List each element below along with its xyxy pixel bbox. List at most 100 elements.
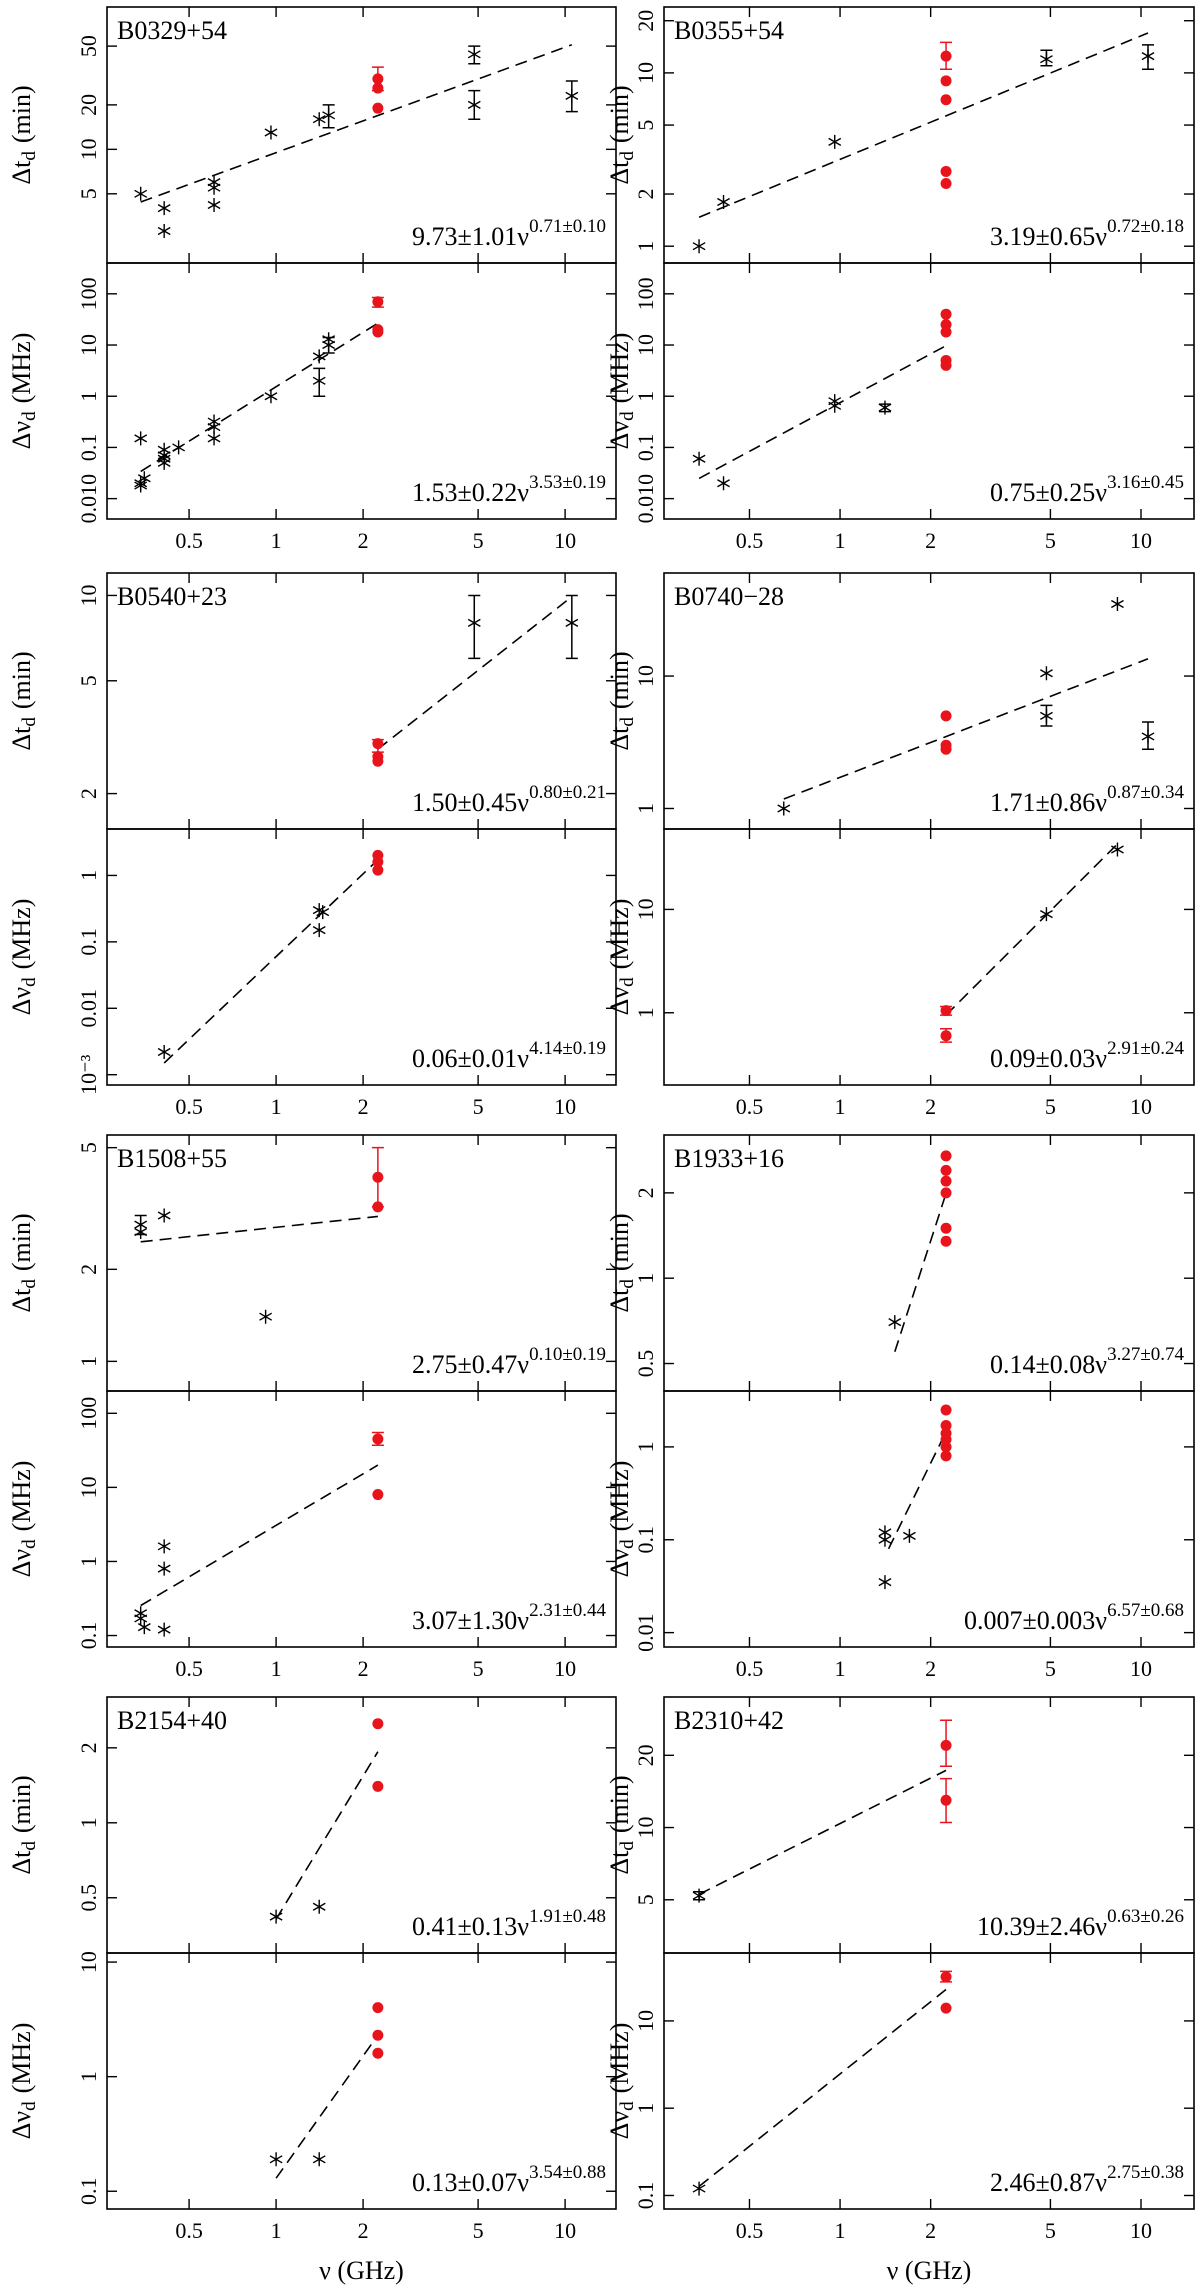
fit-annotation-exponent: 4.14±0.19 [529,1038,606,1059]
y-axis-label-main: Δt [605,1288,634,1313]
data-point [940,2002,952,2014]
y-axis-label-sub: d [617,2101,638,2111]
fit-line [140,44,573,203]
x-tick-label: 10 [1130,528,1152,553]
y-axis-label: Δνd (MHz) [605,1461,638,1578]
data-point [940,743,952,755]
fit-annotation: 0.75±0.25ν3.16±0.45 [990,472,1184,507]
y-tick-label: 0.5 [633,1350,658,1378]
data-point [940,1222,952,1234]
y-tick-label: 10 [633,62,658,84]
x-tick-label: 10 [554,528,576,553]
y-tick-label: 100 [633,277,658,310]
data-point [264,125,278,140]
y-axis-label: Δνd (MHz) [7,1461,40,1578]
data-point [134,1224,148,1239]
x-tick-label: 10 [1130,1656,1152,1681]
y-tick-label: 1 [633,1273,658,1284]
y-tick-label: 10 [76,1951,101,1973]
y-tick-label: 50 [76,35,101,57]
y-axis-label-main: Δν [605,1549,634,1578]
y-axis-label-main: Δν [7,421,36,450]
x-tick-label: 2 [358,2218,369,2243]
fit-annotation-base: 2.46±0.87ν [990,2168,1107,2197]
data-point [940,1030,952,1042]
y-axis-label: Δtd (min) [605,1775,638,1874]
y-axis-label: Δtd (min) [605,651,638,750]
y-tick-label: 5 [633,1894,658,1905]
data-point [372,102,384,114]
data-point [137,1620,151,1635]
y-tick-label: 1 [76,1817,101,1828]
y-axis-label-unit: (min) [605,85,634,143]
y-tick-label: 10 [633,2010,658,2032]
y-tick-label: 0.010 [76,474,101,524]
x-tick-label: 1 [271,528,282,553]
data-point [777,801,791,816]
y-tick-label: 0.5 [76,1884,101,1912]
data-point [259,1309,273,1324]
data-point [565,88,579,103]
fit-annotation-exponent: 3.54±0.88 [529,2162,606,2183]
x-tick-label: 5 [1045,1094,1056,1119]
fit-annotation-base: 0.007±0.003ν [964,1606,1107,1635]
data-point [940,1739,952,1751]
data-point [940,1794,952,1806]
panel-frame [106,828,617,1086]
fit-annotation-base: 0.41±0.13ν [412,1912,529,1941]
fit-annotation: 0.41±0.13ν1.91±0.48 [412,1906,606,1941]
y-axis-label-unit: (min) [7,85,36,143]
y-axis-label-sub: d [19,1841,40,1851]
y-tick-label: 10 [76,138,101,160]
fit-annotation-exponent: 0.71±0.10 [529,216,606,237]
y-axis-label-unit: (min) [605,1775,634,1833]
x-tick-label: 5 [1045,1656,1056,1681]
x-tick-label: 1 [835,1094,846,1119]
fit-annotation-exponent: 1.91±0.48 [529,1906,606,1927]
fit-annotation: 1.53±0.22ν3.53±0.19 [412,472,606,507]
fit-annotation-exponent: 2.91±0.24 [1107,1038,1184,1059]
y-axis-label-main: Δν [7,987,36,1016]
data-point [372,1780,384,1792]
data-point [467,47,481,62]
data-point [467,615,481,630]
data-point [316,905,330,920]
y-tick-label: 2 [76,1742,101,1753]
data-point [372,2029,384,2041]
fit-annotation-exponent: 0.80±0.21 [529,782,606,803]
y-axis-label-main: Δν [7,1549,36,1578]
y-axis-label-sub: d [19,1279,40,1289]
y-axis-label-sub: d [617,151,638,161]
fit-annotation: 2.75±0.47ν0.10±0.19 [412,1344,606,1379]
panel-title: B0740−28 [674,582,784,611]
data-point [269,2152,283,2167]
data-point [940,75,952,87]
data-point [157,201,171,216]
x-tick-label: 2 [925,1656,936,1681]
y-tick-label: 1 [76,1556,101,1567]
data-point [940,1175,952,1187]
y-axis-label-main: Δt [605,1850,634,1875]
fit-annotation: 10.39±2.46ν0.63±0.26 [977,1906,1184,1941]
data-point [940,50,952,62]
y-axis-label: Δtd (min) [7,1213,40,1312]
panel-frame [663,1952,1195,2210]
y-tick-label: 10 [76,334,101,356]
y-axis-label-unit: (MHz) [605,333,634,404]
y-axis-label-sub: d [19,151,40,161]
data-point [1141,49,1155,64]
y-tick-label: 1 [633,1007,658,1018]
panel-title: B2154+40 [117,1706,227,1735]
data-point [940,165,952,177]
data-point [940,1150,952,1162]
y-tick-label: 1 [633,803,658,814]
data-point [1039,52,1053,67]
x-tick-label: 5 [473,2218,484,2243]
x-tick-label: 0.5 [175,2218,203,2243]
y-axis-label-unit: (MHz) [7,899,36,970]
data-point [902,1528,916,1543]
y-tick-label: 5 [76,675,101,686]
data-point [940,359,952,371]
data-point [322,332,336,347]
data-point [207,175,221,190]
